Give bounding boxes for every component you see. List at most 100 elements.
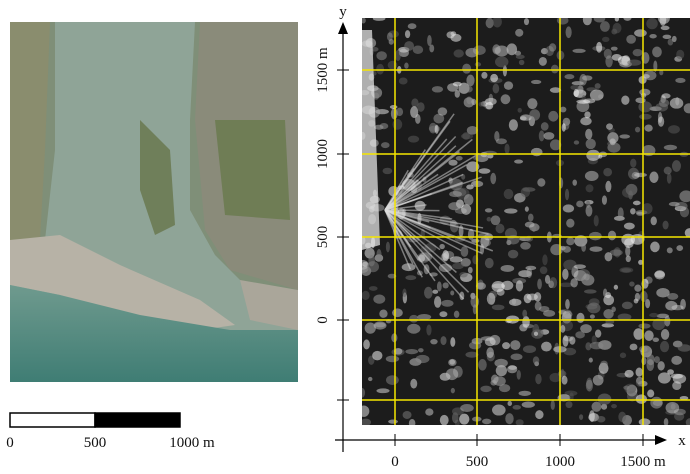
speckle [540,266,548,274]
speckle [505,413,513,424]
speckle [548,111,558,122]
speckle [465,86,473,93]
speckle [482,419,491,425]
speckle [635,97,645,103]
speckle [649,313,658,317]
speckle [528,214,534,222]
speckle [635,127,640,133]
speckle [492,305,505,311]
speckle [570,278,577,287]
speckle [443,282,449,288]
speckle [639,114,652,120]
speckle [623,386,629,390]
speckle [450,256,463,262]
speckle [491,215,501,225]
speckle [618,207,624,219]
speckle [541,342,552,352]
speckle [551,400,555,410]
speckle [572,49,585,53]
speckle [660,341,669,352]
speckle [417,314,431,320]
speckle [665,301,677,311]
speckle [449,359,455,364]
speckle [495,56,508,67]
speckle [481,72,487,79]
speckle [658,12,670,24]
speckle [644,330,653,341]
speckle [589,358,593,363]
speckle [664,167,672,175]
speckle [434,296,441,308]
speckle [615,16,619,21]
speckle [576,201,583,208]
speckle [539,57,547,66]
speckle [565,189,569,201]
speckle [566,237,574,245]
speckle [664,316,670,326]
speckle [576,313,584,323]
speckle [585,342,591,350]
speckle [680,299,686,310]
speckle [590,314,595,318]
speckle [581,243,586,251]
speckle [417,102,424,112]
speckle [440,336,446,345]
speckle [649,34,656,39]
speckle [450,337,455,347]
speckle [551,65,559,74]
speckle [418,348,424,352]
speckle [516,280,523,291]
speckle [372,351,382,360]
speckle [520,116,527,120]
speckle [537,279,542,290]
speckle [595,83,601,89]
speckle [376,388,389,393]
speckle [566,26,572,38]
speckle [490,173,496,184]
speckle [641,357,646,365]
speckle [590,342,604,350]
speckle [563,335,569,347]
scale-label: 0 [6,435,14,451]
speckle [639,89,650,96]
speckle [633,49,643,56]
speckle [531,148,543,156]
speckle [667,173,672,184]
speckle [600,361,608,368]
speckle [605,252,613,261]
speckle [518,108,522,113]
speckle [610,138,616,145]
x-tick-label: 0 [391,454,399,469]
speckle [574,89,579,97]
speckle [613,23,622,34]
speckle [672,160,681,172]
speckle [453,82,462,87]
speckle [618,412,626,423]
speckle [392,308,403,317]
scale-segment-black [95,413,180,427]
speckle [586,150,600,161]
speckle [676,245,683,251]
speckle [413,46,423,54]
speckle [583,14,592,25]
speckle [621,268,631,272]
speckle [600,21,610,32]
speckle [524,18,529,25]
speckle [630,208,636,214]
speckle [461,246,469,257]
speckle [624,223,635,230]
speckle [513,405,521,410]
speckle [430,339,437,344]
speckle [424,287,433,299]
speckle [469,341,481,349]
speckle [478,359,487,371]
speckle [504,81,513,89]
speckle [484,240,491,246]
speckle [585,129,592,140]
speckle [525,206,529,211]
speckle [563,246,571,253]
speckle [533,356,540,364]
speckle [485,102,493,110]
speckle [404,41,414,51]
speckle [514,160,523,164]
